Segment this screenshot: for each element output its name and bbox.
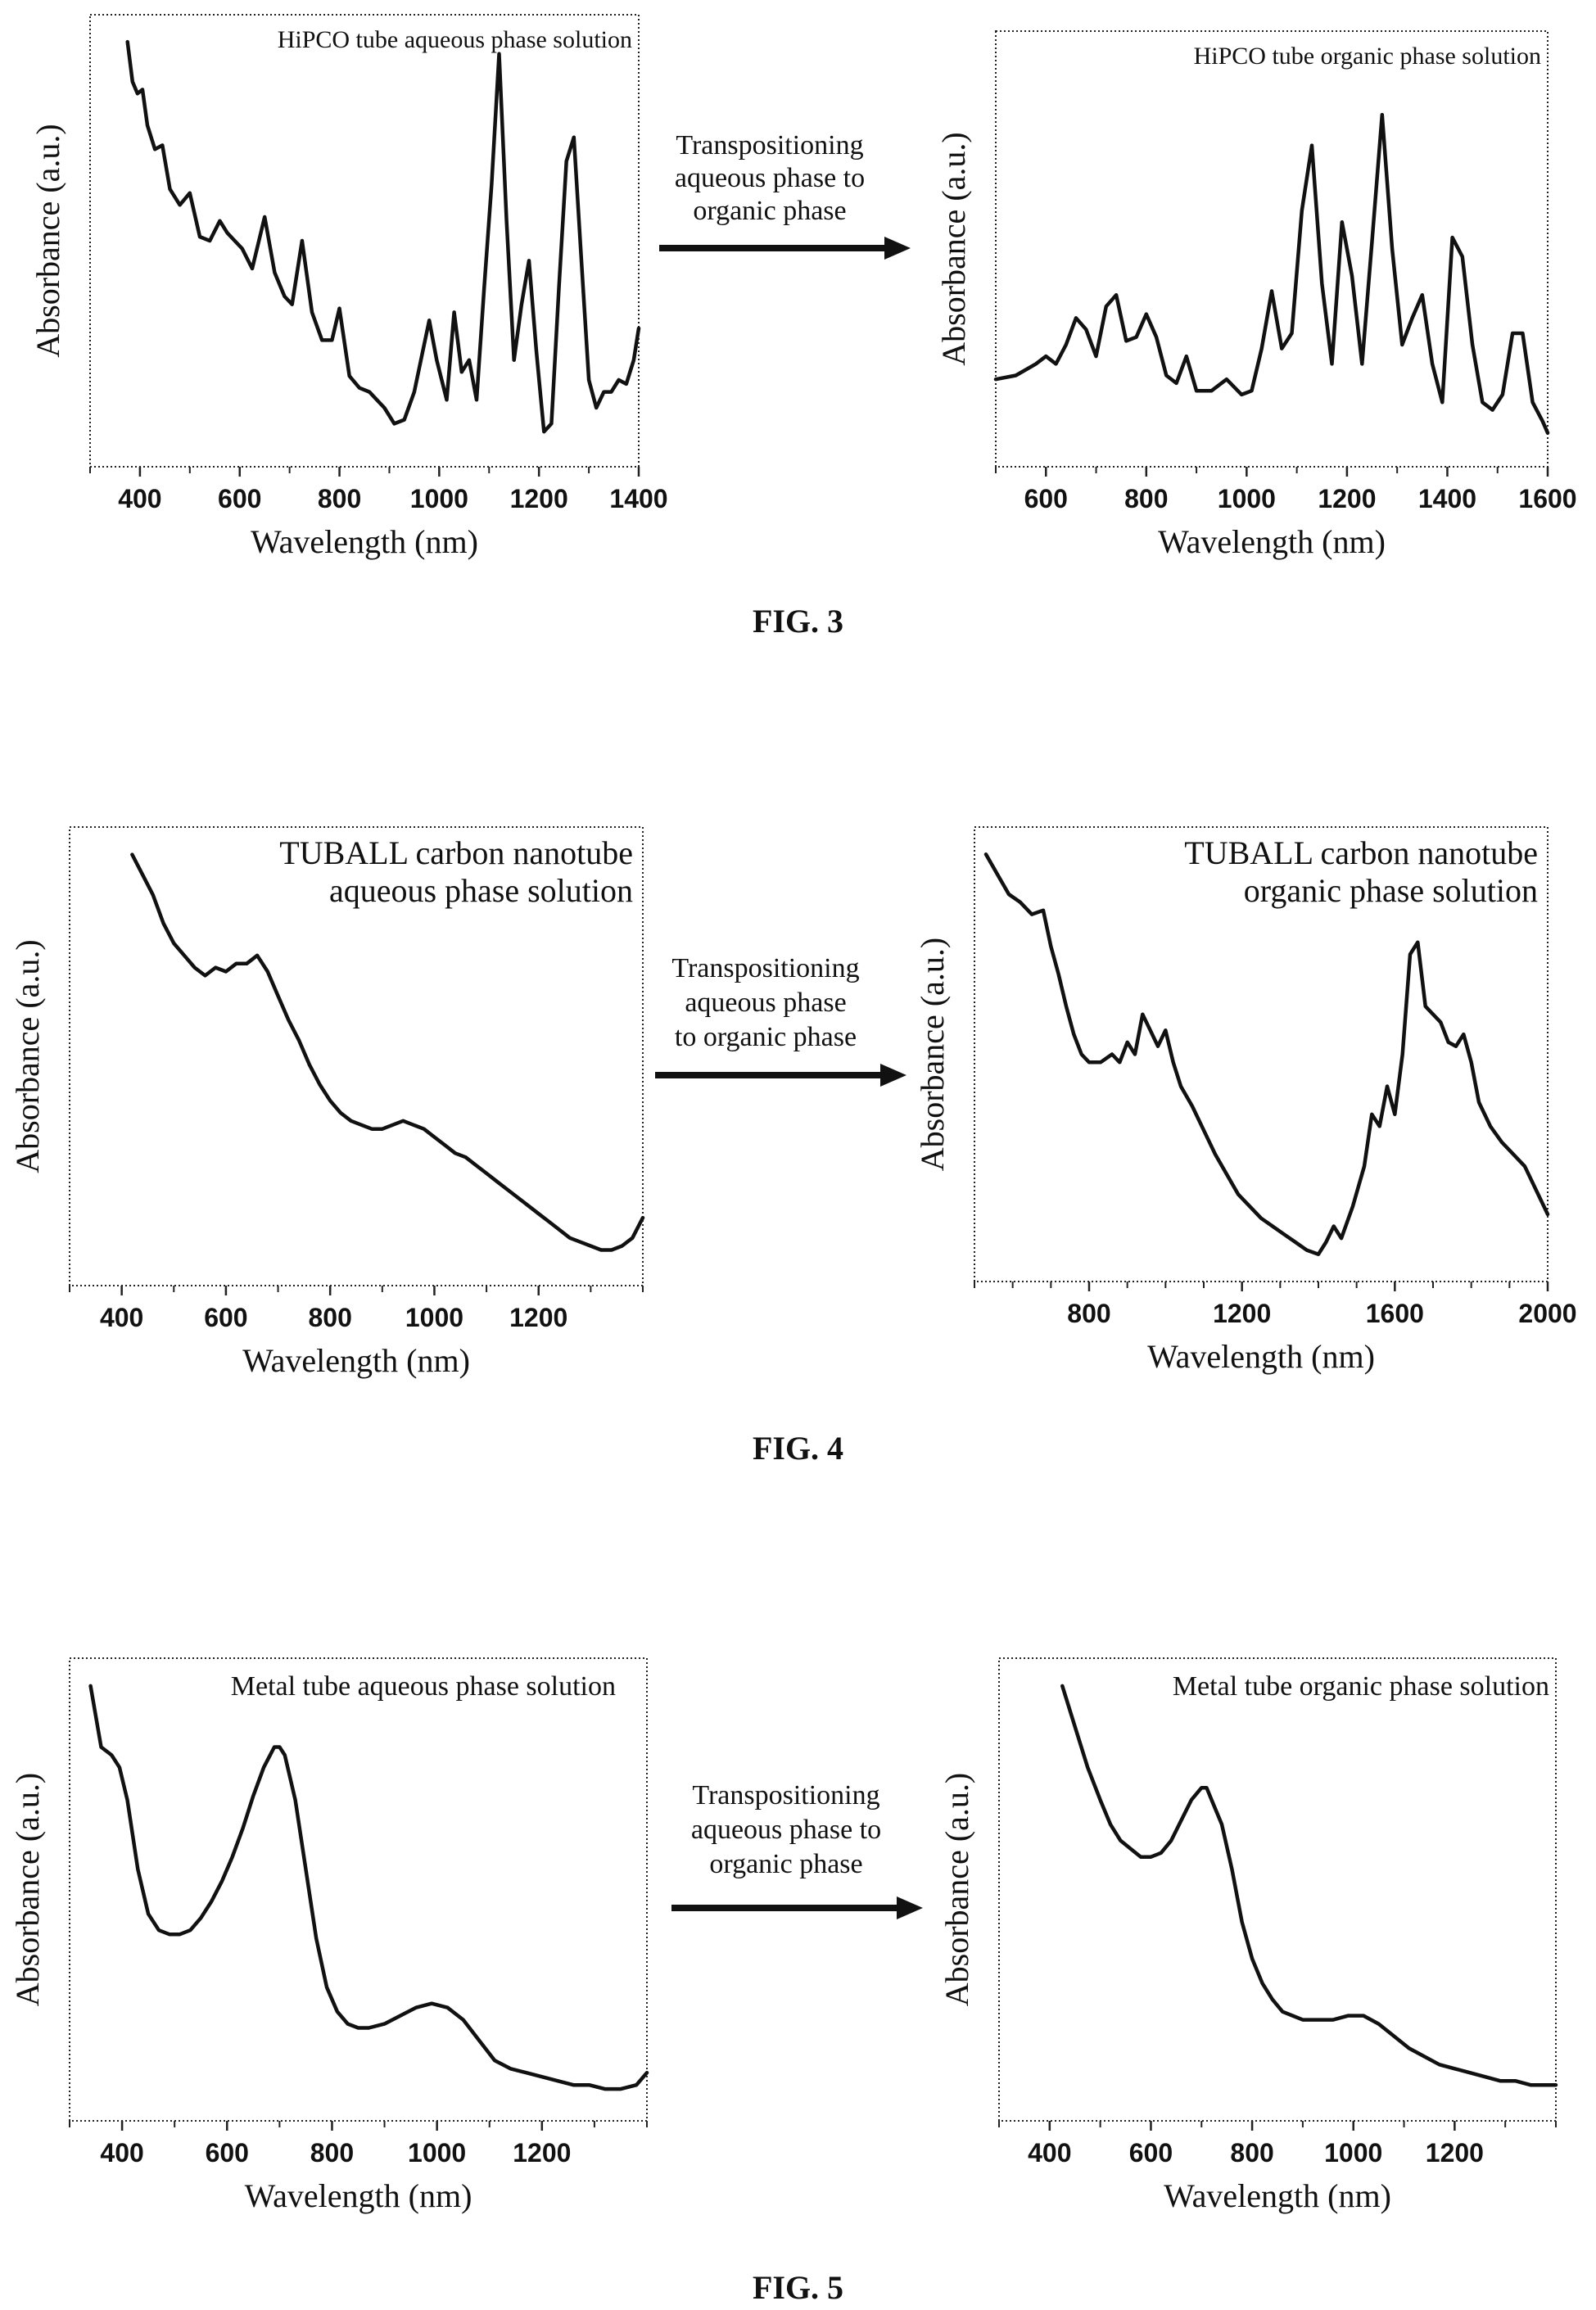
x-tick-label: 1200 xyxy=(513,2138,571,2168)
fig4-arrow-text: Transpositioning aqueous phase to organi… xyxy=(643,952,888,1055)
chart-title-line: HiPCO tube organic phase solution xyxy=(1194,43,1541,70)
x-tick-label: 1200 xyxy=(1318,484,1376,513)
arrow-text-line: aqueous phase xyxy=(685,988,847,1018)
x-tick-label: 1200 xyxy=(1426,2138,1484,2168)
x-axis-label: Wavelength (nm) xyxy=(1158,523,1386,560)
x-tick-label: 600 xyxy=(206,2138,249,2168)
chart-title-line: aqueous phase solution xyxy=(329,872,633,909)
plot-frame xyxy=(974,826,1549,1282)
x-tick-label: 800 xyxy=(1124,484,1168,513)
x-axis-label: Wavelength (nm) xyxy=(1164,2177,1391,2214)
x-tick-label: 800 xyxy=(310,2138,354,2168)
chart-title-line: organic phase solution xyxy=(1244,872,1538,909)
y-axis-label: Absorbance (a.u.) xyxy=(29,124,66,357)
arrow-text-line: to organic phase xyxy=(674,1022,857,1052)
y-axis-label: Absorbance (a.u.) xyxy=(9,1773,46,2006)
chart-title-line: Metal tube organic phase solution xyxy=(1173,1671,1549,1702)
y-axis-label: Absorbance (a.u.) xyxy=(914,938,951,1171)
arrow-text-line: organic phase xyxy=(693,196,847,226)
x-axis-label: Wavelength (nm) xyxy=(251,523,478,560)
x-tick-label: 400 xyxy=(118,484,161,513)
x-tick-label: 1200 xyxy=(510,484,568,513)
x-tick-label: 600 xyxy=(1129,2138,1173,2168)
x-tick-label: 1000 xyxy=(1218,484,1276,513)
x-tick-label: 800 xyxy=(1067,1299,1110,1328)
x-tick-label: 1200 xyxy=(1213,1299,1271,1328)
y-axis-label: Absorbance (a.u.) xyxy=(938,1773,975,2006)
spectrum-line xyxy=(130,852,645,1252)
x-tick-label: 400 xyxy=(100,2138,143,2168)
arrow-text-line: aqueous phase to xyxy=(674,163,866,193)
spectrum-line xyxy=(983,852,1550,1256)
x-tick-label: 600 xyxy=(204,1303,247,1332)
arrow-text-line: Transpositioning xyxy=(676,130,864,160)
x-tick-label: 1000 xyxy=(1324,2138,1382,2168)
x-axis-label: Wavelength (nm) xyxy=(245,2177,472,2214)
fig5-arrow xyxy=(671,1896,923,1919)
x-axis-label: Wavelength (nm) xyxy=(1147,1338,1375,1375)
spectrum-line xyxy=(125,39,641,434)
chart-title-line: HiPCO tube aqueous phase solution xyxy=(278,26,632,53)
x-tick-label: 800 xyxy=(1230,2138,1273,2168)
arrow-text-line: aqueous phase to xyxy=(690,1815,882,1845)
x-tick-label: 1600 xyxy=(1518,484,1576,513)
x-tick-label: 1000 xyxy=(408,2138,466,2168)
arrow-text-line: Transpositioning xyxy=(671,953,860,983)
plot-frame xyxy=(69,826,644,1286)
x-tick-label: 400 xyxy=(100,1303,143,1332)
x-tick-label: 1000 xyxy=(405,1303,463,1332)
x-tick-label: 1600 xyxy=(1366,1299,1424,1328)
fig3-arrow-text: Transpositioning aqueous phase to organi… xyxy=(647,129,893,228)
fig5-caption: FIG. 5 xyxy=(752,2269,844,2306)
x-tick-label: 800 xyxy=(308,1303,351,1332)
x-tick-label: 1400 xyxy=(1418,484,1476,513)
fig3-arrow xyxy=(659,237,911,260)
arrow-text-line: Transpositioning xyxy=(692,1780,880,1810)
x-tick-label: 600 xyxy=(1024,484,1068,513)
x-tick-label: 2000 xyxy=(1518,1299,1576,1328)
spectrum-line xyxy=(1060,1684,1558,2087)
chart-title-line: TUBALL carbon nanotube xyxy=(279,834,633,871)
plot-frame xyxy=(69,1657,648,2122)
fig4-caption: FIG. 4 xyxy=(752,1430,844,1467)
fig5-arrow-text: Transpositioning aqueous phase to organi… xyxy=(663,1779,909,1882)
spectrum-line xyxy=(993,112,1550,435)
plot-frame xyxy=(89,14,640,468)
spectrum-line xyxy=(88,1684,649,2091)
y-axis-label: Absorbance (a.u.) xyxy=(9,939,46,1173)
fig3-caption: FIG. 3 xyxy=(752,603,844,640)
x-tick-label: 1000 xyxy=(410,484,468,513)
x-tick-label: 400 xyxy=(1028,2138,1071,2168)
x-tick-label: 1400 xyxy=(609,484,667,513)
chart-title-line: Metal tube aqueous phase solution xyxy=(231,1671,616,1702)
x-axis-label: Wavelength (nm) xyxy=(242,1342,470,1379)
fig4-arrow xyxy=(655,1064,907,1087)
chart-title-line: TUBALL carbon nanotube xyxy=(1184,834,1538,871)
x-tick-label: 600 xyxy=(218,484,261,513)
plot-frame xyxy=(998,1657,1557,2122)
plot-frame xyxy=(995,30,1549,468)
arrow-text-line: organic phase xyxy=(709,1849,863,1879)
x-tick-label: 1200 xyxy=(509,1303,567,1332)
y-axis-label: Absorbance (a.u.) xyxy=(935,132,972,365)
x-tick-label: 800 xyxy=(318,484,361,513)
